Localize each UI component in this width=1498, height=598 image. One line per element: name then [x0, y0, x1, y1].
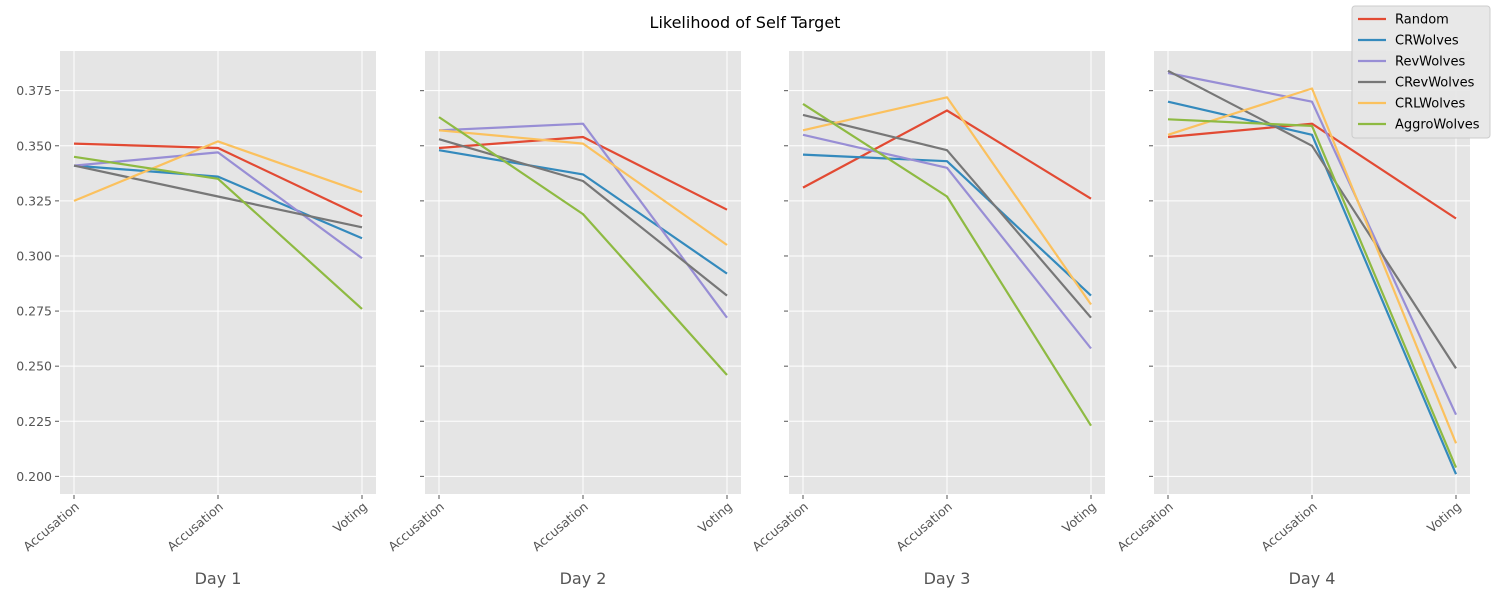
series-line-revwolves — [73, 151, 363, 260]
legend-label: CRLWolves — [1395, 97, 1466, 112]
y-tick-label: 0.325 — [16, 193, 52, 208]
x-tick-label: Accusation — [20, 499, 82, 554]
series-line-revwolves — [438, 122, 728, 319]
series-line-crwolves — [438, 149, 728, 275]
series-line-revwolves — [1167, 71, 1457, 416]
y-tick-label: 0.350 — [16, 138, 52, 153]
series-line-revwolves — [802, 133, 1092, 350]
series-line-crevwolves — [438, 138, 728, 297]
x-tick-label: Accusation — [164, 499, 226, 554]
legend: Random CRWolves RevWolves CRevWolves CRLWolv… — [1351, 5, 1491, 139]
series-line-crwolves — [802, 153, 1092, 297]
legend-item-crwolves: CRWolves — [1358, 34, 1459, 49]
series-line-crwolves — [1167, 100, 1458, 475]
x-tick-label: Accusation — [749, 499, 811, 554]
series-line-random — [438, 135, 728, 211]
x-tick-label: Voting — [1424, 499, 1464, 536]
series-line-aggrowolves — [73, 155, 363, 310]
y-tick-label: 0.200 — [16, 469, 52, 484]
subplot-day-1: 0.200 0.225 0.250 0.275 0.300 0.325 0.350 0.375… — [16, 51, 376, 588]
y-tick-label: 0.250 — [16, 359, 52, 374]
x-tick-label: Accusation — [385, 499, 447, 554]
legend-box — [1351, 5, 1491, 139]
legend-item-random: Random — [1358, 13, 1449, 28]
x-tick-label: Accusation — [1114, 499, 1176, 554]
x-axis-label: Day 4 — [1289, 569, 1336, 588]
x-tick-label: Voting — [695, 499, 735, 536]
x-axis-label: Day 3 — [924, 569, 971, 588]
legend-label: CRWolves — [1395, 34, 1459, 49]
x-tick-label: Accusation — [1258, 499, 1320, 554]
subplot-grid: 0.200 0.225 0.250 0.275 0.300 0.325 0.350 0.375… — [16, 51, 1470, 588]
y-tick-label: 0.225 — [16, 414, 52, 429]
x-tick-label: Accusation — [529, 499, 591, 554]
y-tick-label: 0.275 — [16, 304, 52, 319]
subplot-day-3: Accusation Accusation Voting Day 3 — [749, 51, 1105, 588]
x-tick-label: Voting — [1059, 499, 1099, 536]
series-line-crlwolves — [73, 140, 363, 202]
series-line-random — [802, 109, 1092, 200]
x-tick-label: Accusation — [893, 499, 955, 554]
series-line-crevwolves — [73, 164, 363, 229]
x-axis-label: Day 1 — [195, 569, 242, 588]
series-line-aggrowolves — [438, 116, 728, 376]
series-line-random — [73, 142, 363, 218]
legend-label: RevWolves — [1395, 55, 1465, 70]
legend-label: CRevWolves — [1395, 76, 1475, 91]
x-tick-label: Voting — [330, 499, 370, 536]
series-line-crlwolves — [1167, 87, 1458, 444]
series-line-crlwolves — [802, 96, 1092, 306]
series-line-crevwolves — [802, 113, 1092, 319]
legend-item-revwolves: RevWolves — [1358, 55, 1465, 70]
series-line-aggrowolves — [802, 102, 1092, 427]
y-tick-label: 0.375 — [16, 83, 52, 98]
x-axis-label: Day 2 — [560, 569, 607, 588]
series-line-crlwolves — [438, 129, 728, 246]
series-line-crevwolves — [1167, 69, 1457, 369]
series-line-random — [1167, 122, 1457, 220]
legend-label: AggroWolves — [1395, 118, 1480, 133]
chart-title: Likelihood of Self Target — [650, 13, 841, 32]
legend-item-aggrowolves: AggroWolves — [1358, 118, 1480, 133]
legend-label: Random — [1395, 13, 1449, 28]
series-line-aggrowolves — [1167, 118, 1458, 469]
legend-item-crlwolves: CRLWolves — [1358, 97, 1466, 112]
subplot-day-2: Accusation Accusation Voting Day 2 — [385, 51, 741, 588]
legend-item-crevwolves: CRevWolves — [1358, 76, 1475, 91]
y-tick-label: 0.300 — [16, 248, 52, 263]
